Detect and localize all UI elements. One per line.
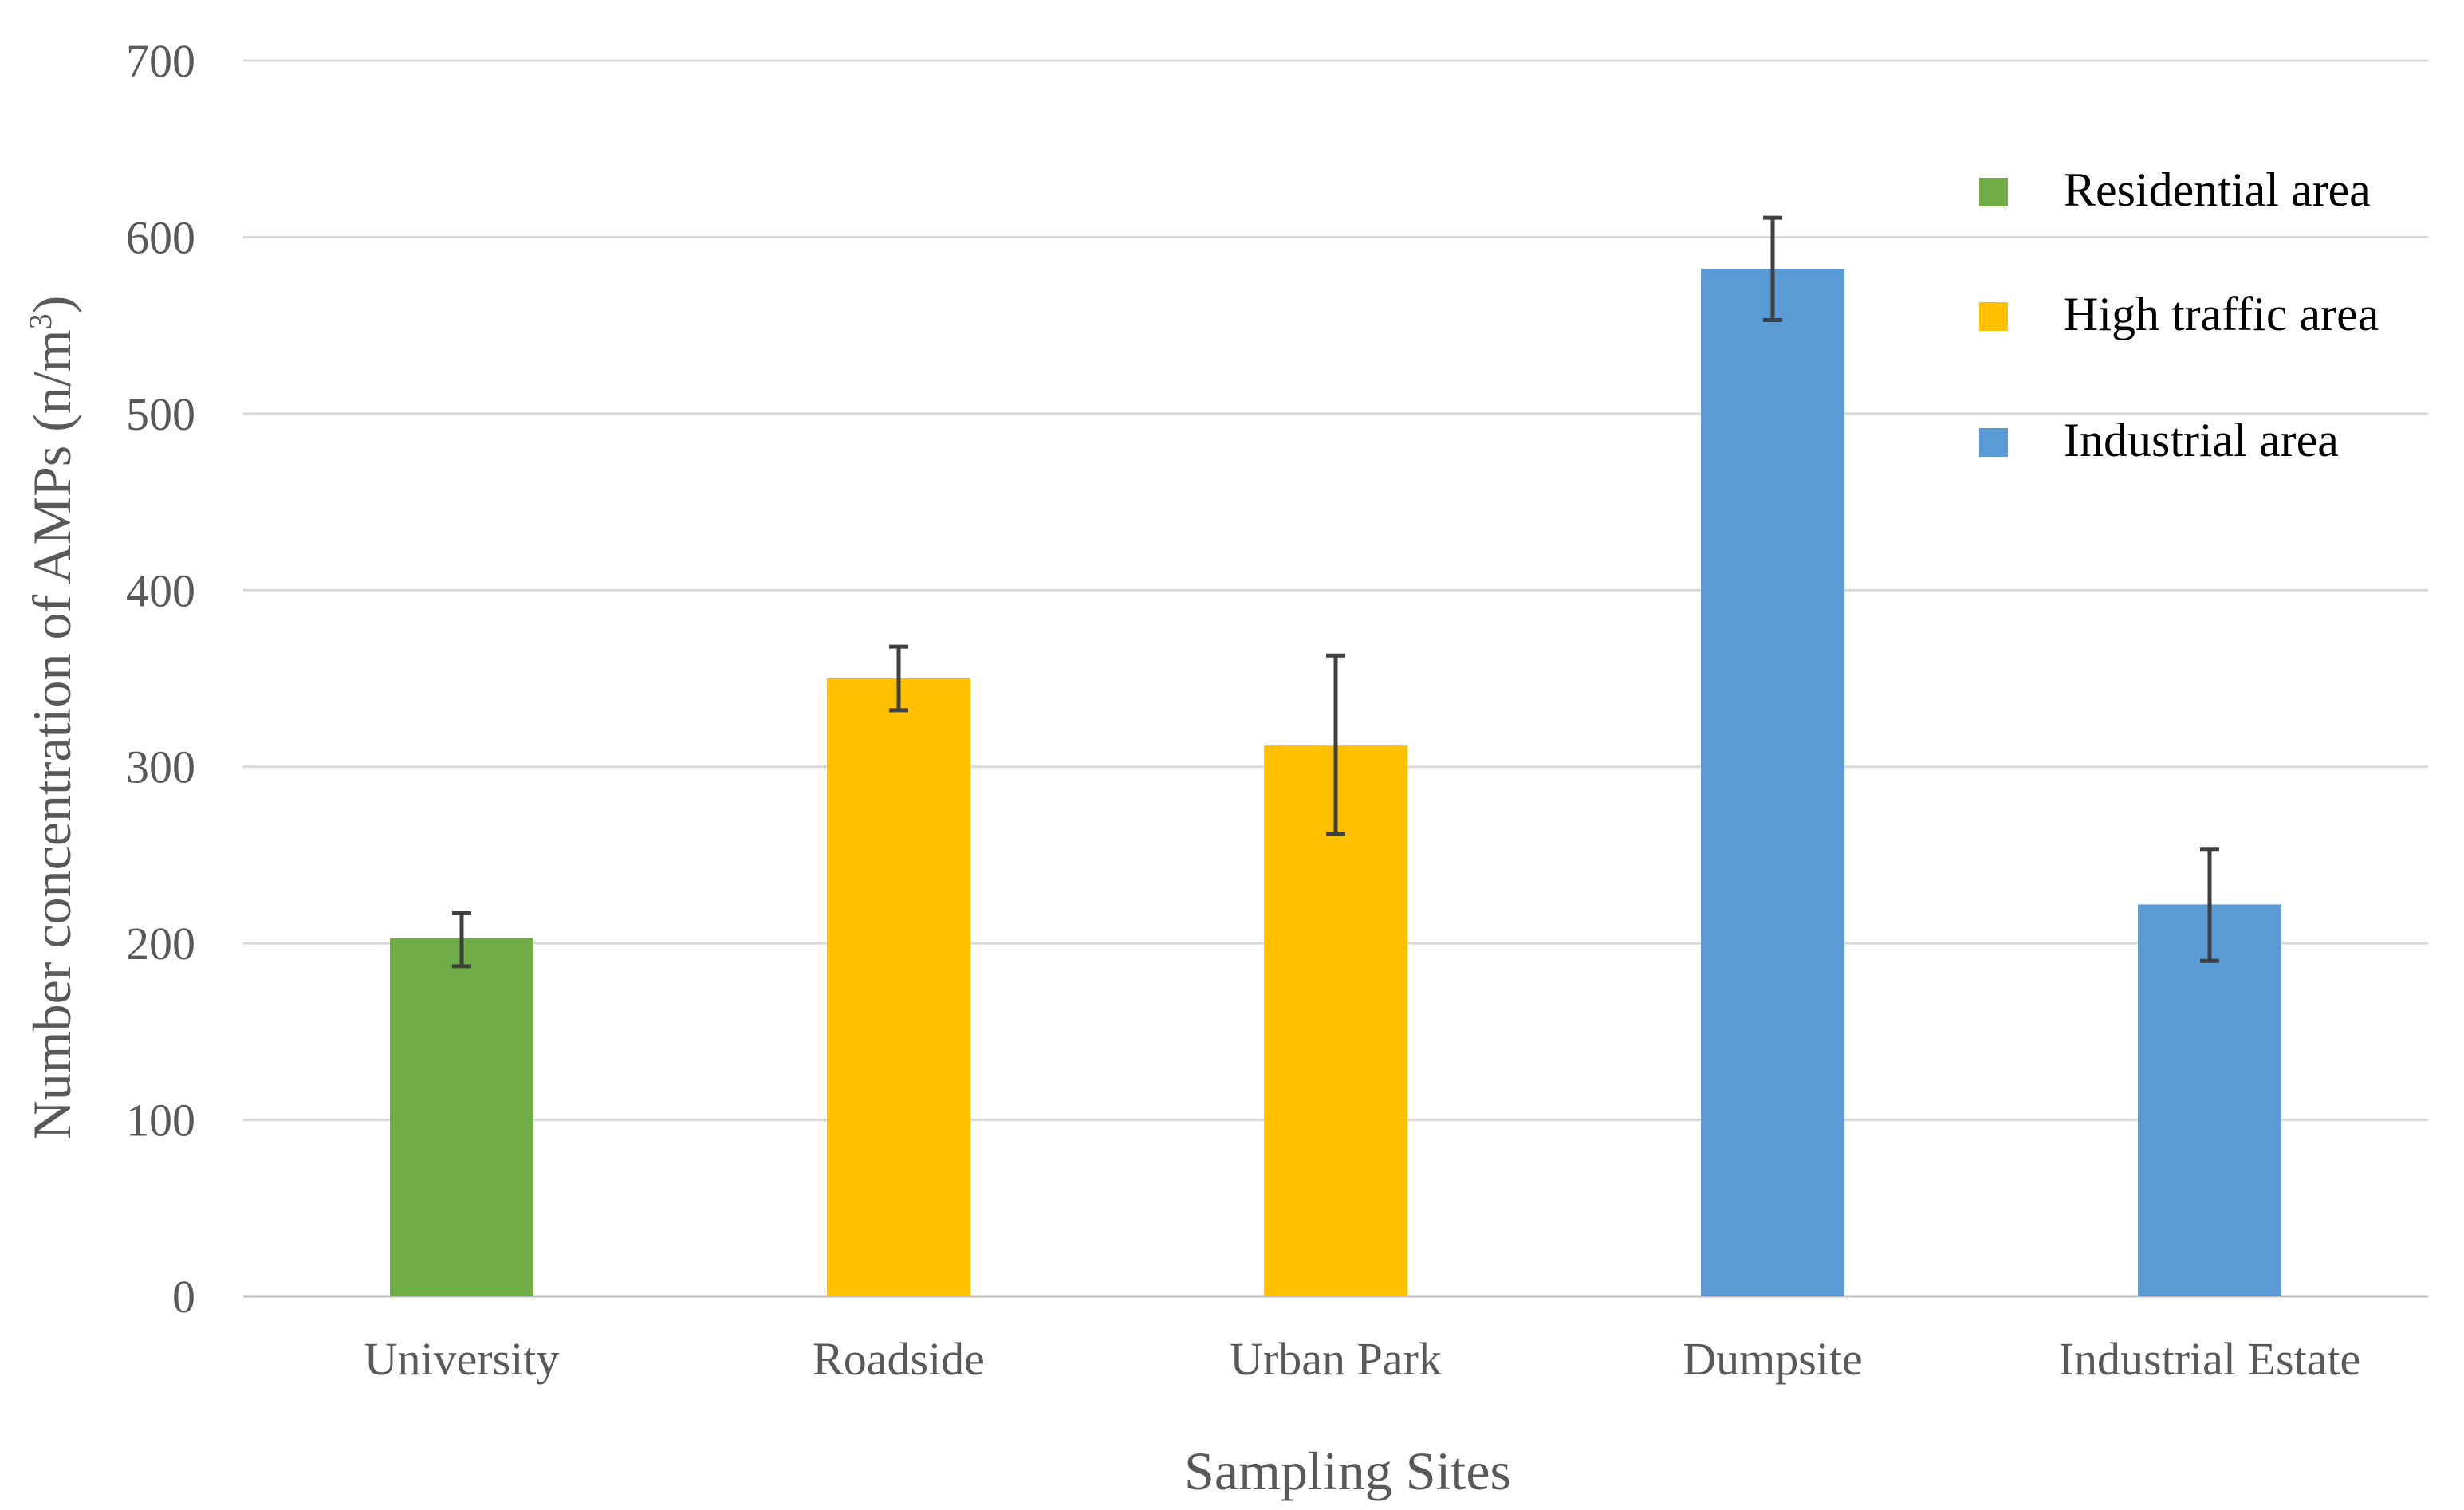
legend: Residential area High traffic area Indus… [1979,163,2379,466]
y-tick-label: 300 [126,741,195,793]
y-axis-ticks: 0 100 200 300 400 500 600 700 [126,35,195,1323]
error-bar [889,644,908,713]
legend-label-industrial: Industrial area [2064,414,2339,466]
y-axis-title: Number concentration of AMPs (n/m3) [22,296,82,1140]
error-bar [452,911,471,969]
bars [390,269,2281,1297]
bar [827,678,970,1296]
x-tick-label: Dumpsite [1683,1333,1863,1385]
y-tick-label: 500 [126,388,195,440]
legend-label-high-traffic: High traffic area [2064,288,2379,340]
y-tick-label: 0 [172,1271,195,1323]
x-tick-label: Urban Park [1230,1333,1442,1385]
legend-swatch-industrial [1979,428,2008,457]
error-bar [1326,653,1345,836]
error-bars [452,215,2219,969]
error-bar [1763,215,1782,322]
legend-swatch-residential [1979,178,2008,206]
bar [1701,269,1844,1297]
y-axis-title-suffix: ) [22,296,82,314]
y-axis-title-main: Number concentration of AMPs (n/m [22,329,82,1139]
y-tick-label: 400 [126,564,195,616]
bar [1264,745,1407,1296]
y-tick-label: 700 [126,35,195,87]
y-tick-label: 200 [126,918,195,969]
x-tick-label: Roadside [813,1333,985,1385]
bar [390,938,533,1296]
x-tick-label: Industrial Estate [2059,1333,2361,1385]
y-tick-label: 100 [126,1095,195,1146]
error-bar [2200,847,2219,963]
y-axis-title-superscript: 3 [22,313,58,329]
x-axis-ticks: University Roadside Urban Park Dumpsite Indu… [364,1333,2361,1385]
x-tick-label: University [364,1333,560,1385]
legend-label-residential: Residential area [2064,163,2371,216]
x-axis-title: Sampling Sites [1184,1441,1511,1501]
bar [2138,904,2281,1296]
y-tick-label: 600 [126,211,195,263]
legend-swatch-high-traffic [1979,302,2008,331]
